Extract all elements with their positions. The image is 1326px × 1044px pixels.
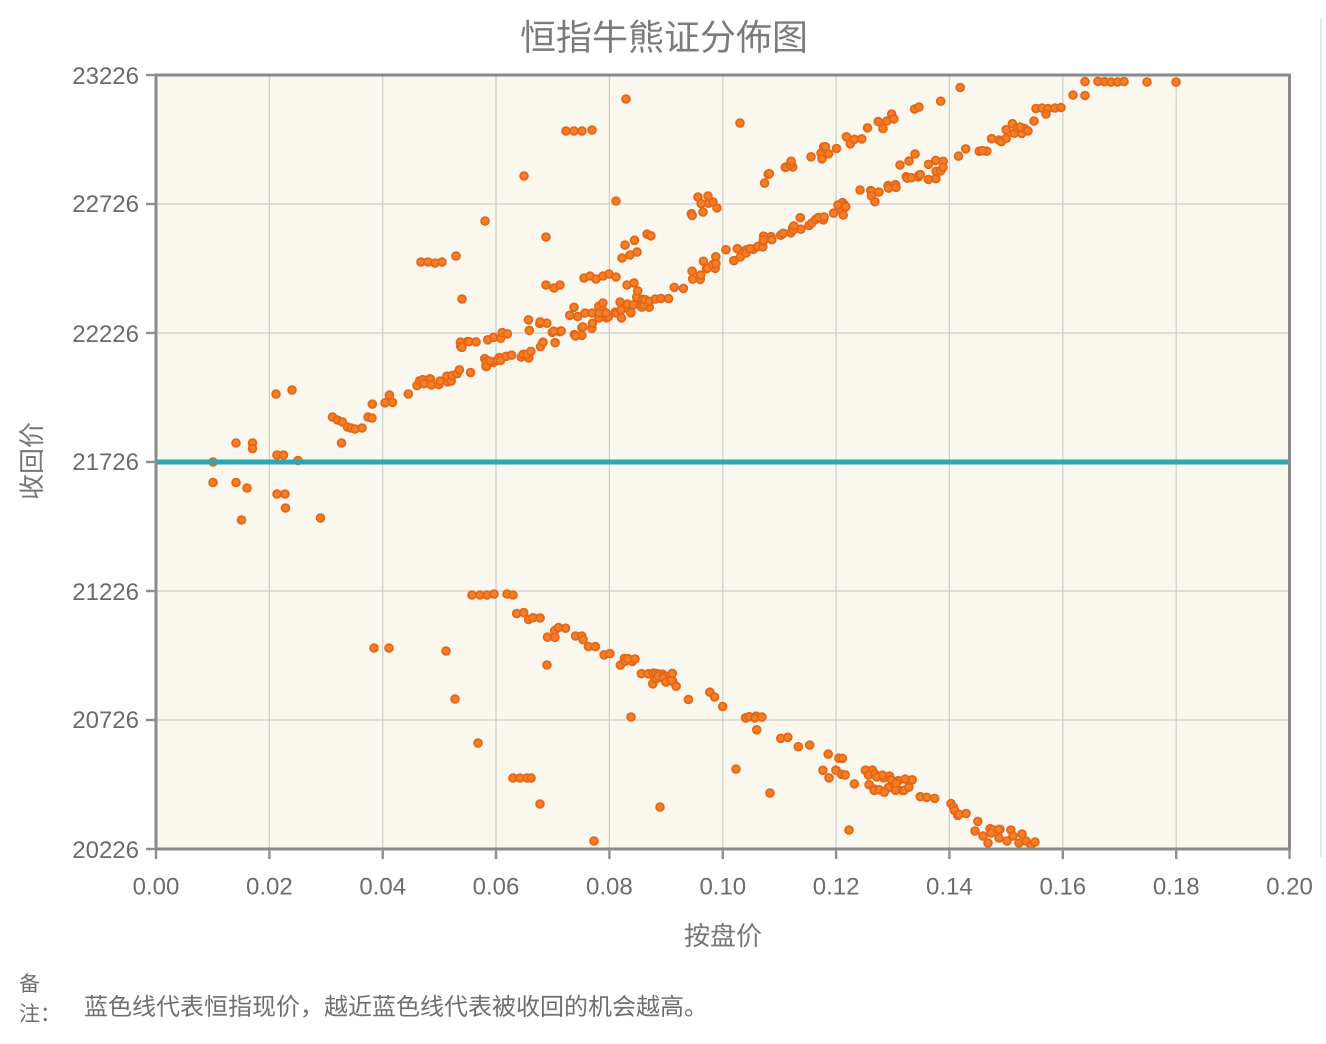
- svg-text:22226: 22226: [72, 321, 139, 348]
- svg-text:0.14: 0.14: [926, 874, 973, 901]
- svg-text:23226: 23226: [72, 63, 139, 90]
- svg-text:20726: 20726: [72, 707, 139, 734]
- svg-text:0.10: 0.10: [699, 874, 746, 901]
- svg-text:21226: 21226: [72, 579, 139, 606]
- svg-text:21726: 21726: [72, 449, 139, 476]
- svg-text:0.18: 0.18: [1153, 874, 1200, 901]
- svg-text:0.04: 0.04: [359, 874, 406, 901]
- svg-text:20226: 20226: [72, 837, 139, 864]
- svg-text:0.08: 0.08: [586, 874, 633, 901]
- svg-text:0.06: 0.06: [473, 874, 520, 901]
- svg-text:0.12: 0.12: [813, 874, 860, 901]
- svg-text:0.20: 0.20: [1266, 874, 1313, 901]
- svg-text:22726: 22726: [72, 191, 139, 218]
- svg-text:0.00: 0.00: [133, 874, 180, 901]
- svg-text:0.16: 0.16: [1039, 874, 1086, 901]
- svg-text:0.02: 0.02: [246, 874, 293, 901]
